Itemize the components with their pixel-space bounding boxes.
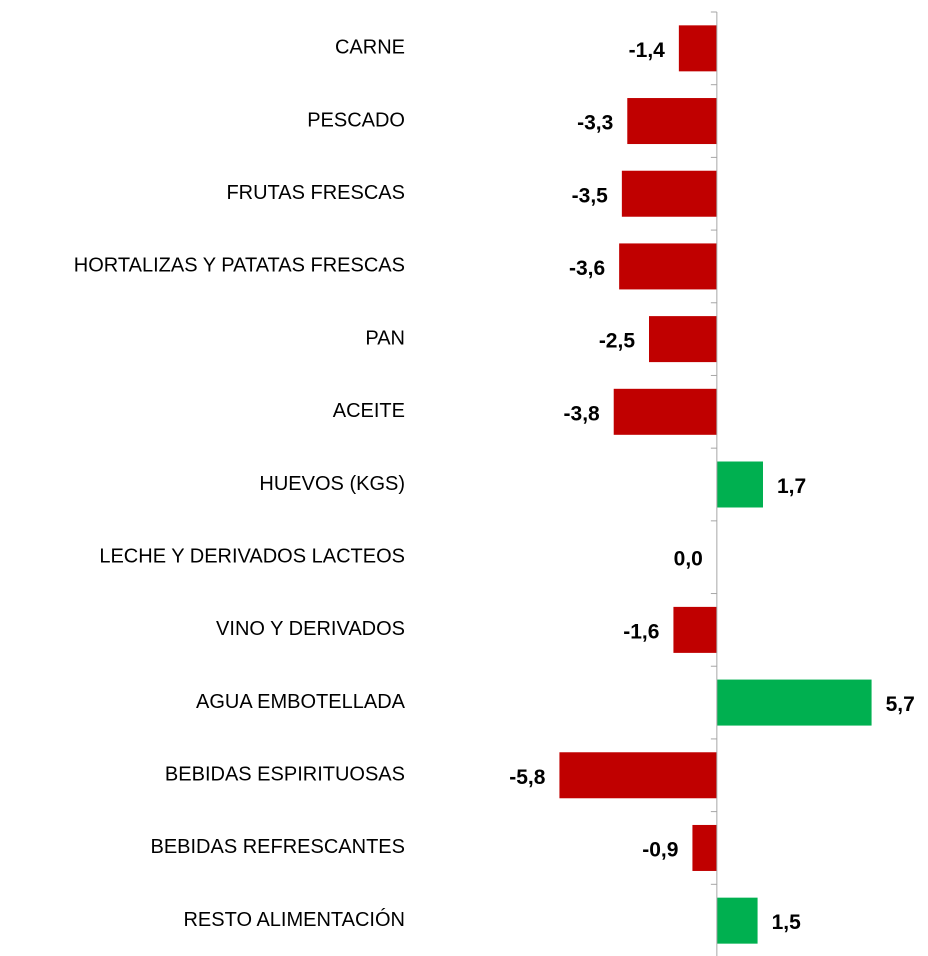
category-label: FRUTAS FRESCAS	[226, 182, 405, 204]
bar	[673, 606, 717, 653]
value-label: 1,5	[772, 911, 802, 934]
bar	[716, 897, 758, 944]
bar	[716, 461, 763, 508]
value-label: -0,9	[642, 839, 678, 862]
category-label: CARNE	[335, 37, 405, 59]
value-label: -3,3	[577, 112, 613, 135]
value-label: -1,4	[629, 39, 666, 62]
bar	[619, 243, 717, 290]
bar	[621, 170, 717, 217]
category-label: ACEITE	[333, 400, 405, 422]
bar	[692, 824, 717, 871]
category-label: RESTO ALIMENTACIÓN	[183, 908, 405, 931]
value-label: -3,6	[569, 257, 605, 280]
bar	[627, 98, 717, 145]
category-label: PESCADO	[307, 109, 405, 131]
category-label: VINO Y DERIVADOS	[216, 618, 405, 640]
value-label: -5,8	[509, 766, 546, 789]
category-label: LECHE Y DERIVADOS LACTEOS	[99, 545, 405, 567]
category-label: HUEVOS (KGS)	[259, 473, 405, 495]
bar	[613, 388, 717, 435]
category-label: HORTALIZAS Y PATATAS FRESCAS	[74, 255, 405, 277]
bar	[716, 679, 872, 726]
value-label: 5,7	[886, 693, 915, 716]
value-label: -3,5	[572, 184, 609, 207]
value-label: -2,5	[599, 330, 636, 353]
category-label: PAN	[365, 327, 405, 349]
category-label: BEBIDAS ESPIRITUOSAS	[165, 764, 405, 786]
value-label: -3,8	[564, 402, 601, 425]
value-label: -1,6	[623, 620, 659, 643]
bar	[649, 316, 717, 363]
bar	[678, 25, 717, 72]
bar	[559, 752, 717, 799]
category-label: AGUA EMBOTELLADA	[196, 691, 406, 713]
value-label: 1,7	[777, 475, 806, 498]
category-label: BEBIDAS REFRESCANTES	[150, 836, 405, 858]
value-label: 0,0	[674, 548, 703, 571]
